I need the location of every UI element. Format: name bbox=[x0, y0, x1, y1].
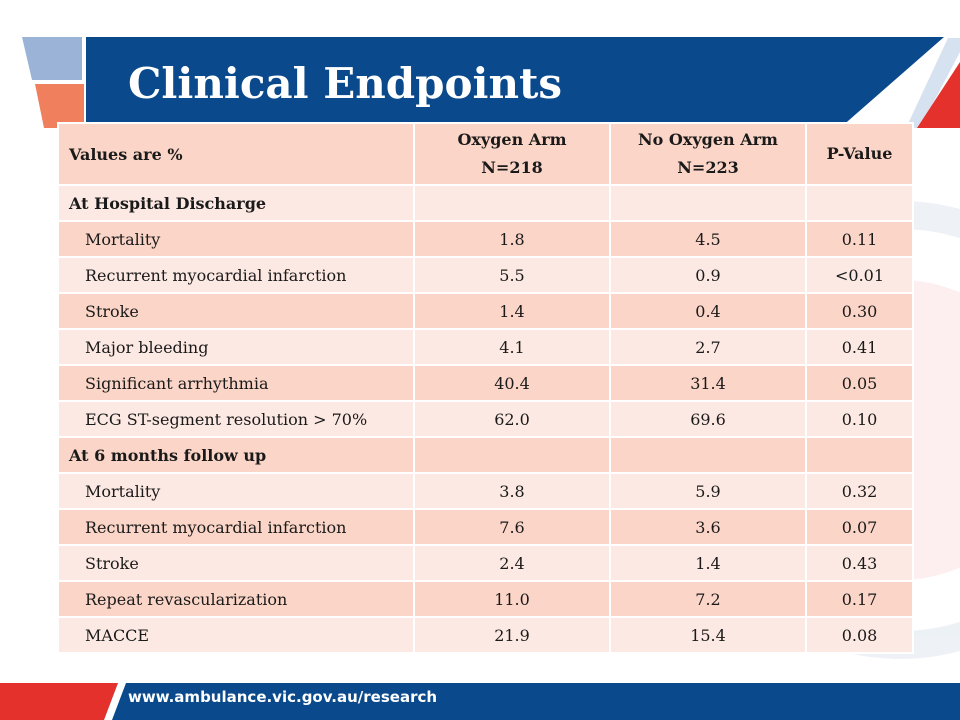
table-row: Mortality 1.8 4.5 0.11 bbox=[57, 220, 914, 258]
row-label: Mortality bbox=[57, 220, 415, 258]
table-row: Significant arrhythmia 40.4 31.4 0.05 bbox=[57, 364, 914, 402]
header-p-value: P-Value bbox=[805, 122, 914, 186]
row-label: Stroke bbox=[57, 544, 415, 582]
p-value: <0.01 bbox=[805, 256, 914, 294]
header-no-oxygen-arm: No Oxygen Arm N=223 bbox=[609, 122, 807, 186]
oxygen-arm-value: 1.8 bbox=[413, 220, 611, 258]
no-oxygen-arm-value: 3.6 bbox=[609, 508, 807, 546]
header-no-oxygen-arm-n: N=223 bbox=[677, 158, 739, 177]
p-value: 0.32 bbox=[805, 472, 914, 510]
row-label: ECG ST-segment resolution > 70% bbox=[57, 400, 415, 438]
p-value: 0.07 bbox=[805, 508, 914, 546]
oxygen-arm-value: 40.4 bbox=[413, 364, 611, 402]
oxygen-arm-value: 7.6 bbox=[413, 508, 611, 546]
p-value: 0.05 bbox=[805, 364, 914, 402]
oxygen-arm-value: 11.0 bbox=[413, 580, 611, 618]
oxygen-arm-value: 1.4 bbox=[413, 292, 611, 330]
row-label: Repeat revascularization bbox=[57, 580, 415, 618]
oxygen-arm-value bbox=[413, 184, 611, 222]
p-value: 0.43 bbox=[805, 544, 914, 582]
no-oxygen-arm-value: 0.4 bbox=[609, 292, 807, 330]
table-row: Stroke 1.4 0.4 0.30 bbox=[57, 292, 914, 330]
p-value bbox=[805, 436, 914, 474]
table-row: Recurrent myocardial infarction 7.6 3.6 0.0… bbox=[57, 508, 914, 546]
no-oxygen-arm-value: 31.4 bbox=[609, 364, 807, 402]
oxygen-arm-value: 5.5 bbox=[413, 256, 611, 294]
header-oxygen-arm-n: N=218 bbox=[481, 158, 543, 177]
table-row: Stroke 2.4 1.4 0.43 bbox=[57, 544, 914, 582]
oxygen-arm-value: 62.0 bbox=[413, 400, 611, 438]
p-value: 0.30 bbox=[805, 292, 914, 330]
header-left-light-shape bbox=[22, 37, 82, 80]
row-label: Significant arrhythmia bbox=[57, 364, 415, 402]
header-band bbox=[86, 37, 944, 128]
row-label: Recurrent myocardial infarction bbox=[57, 508, 415, 546]
header-values-label: Values are % bbox=[57, 122, 415, 186]
table-row: Mortality 3.8 5.9 0.32 bbox=[57, 472, 914, 510]
table-section-row: At 6 months follow up bbox=[57, 436, 914, 474]
table-row: Major bleeding 4.1 2.7 0.41 bbox=[57, 328, 914, 366]
table-section-row: At Hospital Discharge bbox=[57, 184, 914, 222]
header-no-oxygen-arm-title: No Oxygen Arm bbox=[638, 130, 778, 149]
no-oxygen-arm-value: 1.4 bbox=[609, 544, 807, 582]
section-label: At Hospital Discharge bbox=[57, 184, 415, 222]
oxygen-arm-value bbox=[413, 436, 611, 474]
oxygen-arm-value: 3.8 bbox=[413, 472, 611, 510]
section-label: At 6 months follow up bbox=[57, 436, 415, 474]
footer-left-red-shape bbox=[0, 683, 118, 720]
p-value: 0.11 bbox=[805, 220, 914, 258]
table-row: Repeat revascularization 11.0 7.2 0.17 bbox=[57, 580, 914, 618]
p-value: 0.10 bbox=[805, 400, 914, 438]
no-oxygen-arm-value: 0.9 bbox=[609, 256, 807, 294]
no-oxygen-arm-value: 5.9 bbox=[609, 472, 807, 510]
oxygen-arm-value: 4.1 bbox=[413, 328, 611, 366]
header-right-stripe-light bbox=[906, 38, 960, 128]
row-label: Mortality bbox=[57, 472, 415, 510]
header-oxygen-arm: Oxygen Arm N=218 bbox=[413, 122, 611, 186]
oxygen-arm-value: 2.4 bbox=[413, 544, 611, 582]
header-right-red-shape bbox=[917, 62, 960, 128]
row-label: MACCE bbox=[57, 616, 415, 654]
table-row: Recurrent myocardial infarction 5.5 0.9 <0.… bbox=[57, 256, 914, 294]
no-oxygen-arm-value: 69.6 bbox=[609, 400, 807, 438]
footer-left-white-stripe bbox=[104, 683, 126, 720]
row-label: Major bleeding bbox=[57, 328, 415, 366]
header-left-orange-shape bbox=[35, 84, 84, 128]
footer-url: www.ambulance.vic.gov.au/research bbox=[128, 688, 438, 706]
p-value: 0.08 bbox=[805, 616, 914, 654]
no-oxygen-arm-value: 4.5 bbox=[609, 220, 807, 258]
no-oxygen-arm-value: 7.2 bbox=[609, 580, 807, 618]
table-row: ECG ST-segment resolution > 70% 62.0 69.6 0… bbox=[57, 400, 914, 438]
no-oxygen-arm-value bbox=[609, 436, 807, 474]
p-value bbox=[805, 184, 914, 222]
no-oxygen-arm-value: 15.4 bbox=[609, 616, 807, 654]
no-oxygen-arm-value: 2.7 bbox=[609, 328, 807, 366]
p-value: 0.41 bbox=[805, 328, 914, 366]
row-label: Recurrent myocardial infarction bbox=[57, 256, 415, 294]
p-value: 0.17 bbox=[805, 580, 914, 618]
table-row: MACCE 21.9 15.4 0.08 bbox=[57, 616, 914, 654]
clinical-endpoints-table: Values are % Oxygen Arm N=218 No Oxygen … bbox=[57, 122, 914, 654]
no-oxygen-arm-value bbox=[609, 184, 807, 222]
slide-title: Clinical Endpoints bbox=[128, 59, 563, 108]
oxygen-arm-value: 21.9 bbox=[413, 616, 611, 654]
table-header-row: Values are % Oxygen Arm N=218 No Oxygen … bbox=[57, 122, 914, 186]
header-oxygen-arm-title: Oxygen Arm bbox=[457, 130, 567, 149]
row-label: Stroke bbox=[57, 292, 415, 330]
footer-band bbox=[0, 683, 960, 720]
